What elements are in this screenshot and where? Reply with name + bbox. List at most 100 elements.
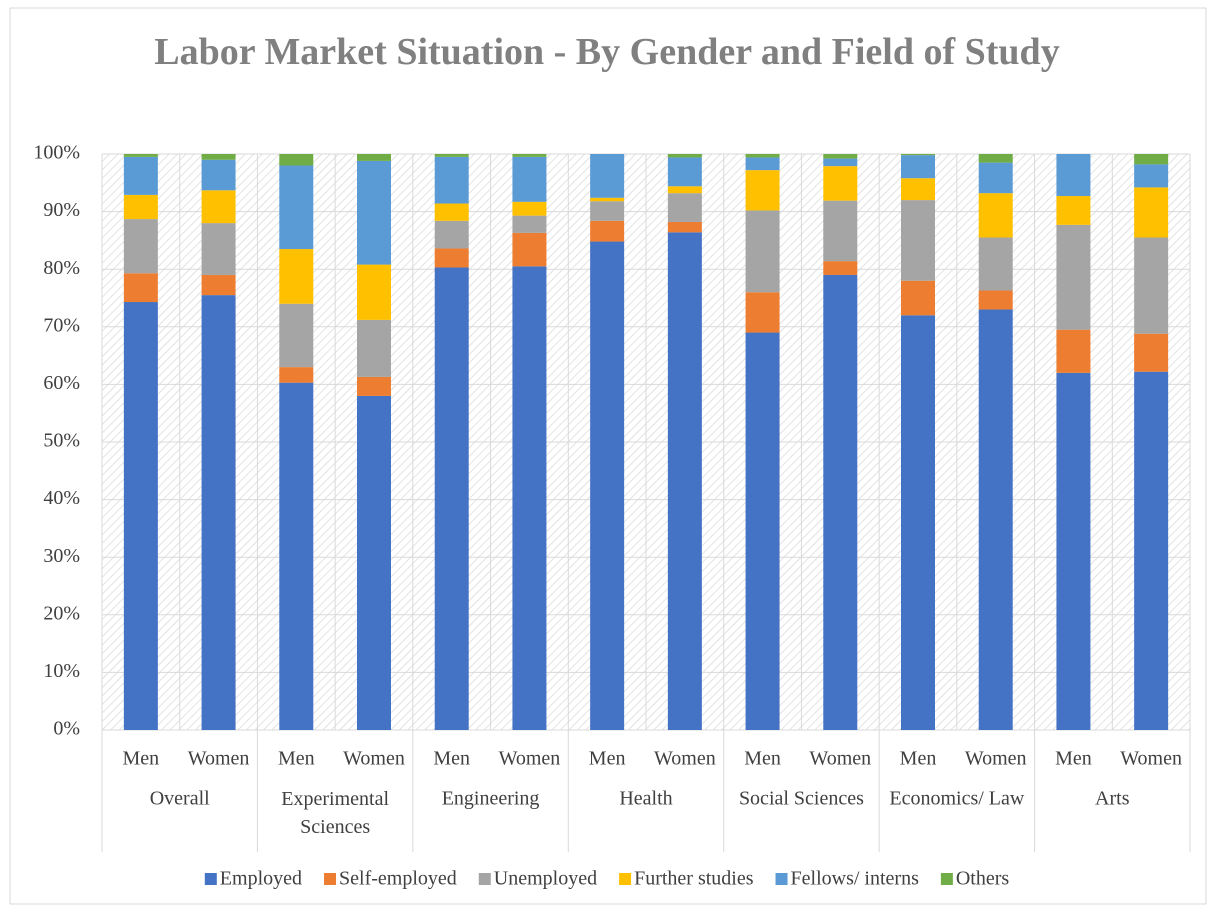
bar-segment xyxy=(1056,329,1091,373)
bar-segment xyxy=(978,154,1013,163)
y-tick-label: 100% xyxy=(33,142,80,164)
legend-label: Self-employed xyxy=(339,868,457,890)
bar-segment xyxy=(279,249,314,304)
bar-segment xyxy=(745,332,780,730)
x-tick-label: Men xyxy=(433,748,470,770)
bar-segment xyxy=(434,203,469,221)
bar-segment xyxy=(123,273,158,303)
bar-segment xyxy=(279,367,314,383)
bar-segment xyxy=(357,160,391,265)
bar-segment xyxy=(512,156,547,202)
bar-segment xyxy=(901,315,935,730)
bar-segment xyxy=(823,261,858,275)
bar-segment xyxy=(590,220,625,242)
bar-segment xyxy=(434,248,469,268)
legend-label: Further studies xyxy=(634,868,754,890)
bar-segment xyxy=(512,266,547,730)
x-tick-label: Women xyxy=(188,748,250,770)
bar-segment xyxy=(590,241,625,730)
bar-segment xyxy=(1134,333,1169,372)
bar-segment xyxy=(279,154,314,166)
bar-segment xyxy=(434,267,469,730)
x-tick-label: Women xyxy=(499,748,561,770)
group-label: Overall xyxy=(150,788,210,810)
legend-swatch xyxy=(619,873,632,885)
legend-label: Fellows/ interns xyxy=(791,868,920,890)
bar-segment xyxy=(201,159,236,191)
bar-segment xyxy=(823,274,858,730)
bar-segment xyxy=(434,220,469,249)
y-tick-label: 90% xyxy=(43,199,80,221)
bar-segment xyxy=(978,290,1013,310)
x-tick-label: Women xyxy=(965,748,1027,770)
bar-segment xyxy=(901,178,935,201)
bar-segment xyxy=(823,158,858,167)
bar-segment xyxy=(357,264,391,320)
bar-segment xyxy=(512,201,547,216)
x-tick-label: Men xyxy=(278,748,315,770)
x-tick-label: Men xyxy=(1055,748,1092,770)
bar-segment xyxy=(512,232,547,267)
group-label: Experimental Sciences xyxy=(281,788,389,838)
x-tick-label: Women xyxy=(343,748,405,770)
bar-segment xyxy=(901,280,935,316)
bar-segment xyxy=(201,295,236,730)
bar-segment xyxy=(823,200,858,262)
bar-segment xyxy=(978,309,1013,730)
bar-segment xyxy=(590,197,625,202)
group-label: Arts xyxy=(1095,788,1130,810)
bar-segment xyxy=(667,157,702,187)
bar-segment xyxy=(667,186,702,194)
y-tick-label: 20% xyxy=(43,602,80,624)
bar-segment xyxy=(1134,164,1169,188)
bar-segment xyxy=(978,162,1013,194)
bar-segment xyxy=(1056,372,1091,730)
bar-segment xyxy=(279,303,314,368)
y-tick-label: 0% xyxy=(53,718,80,740)
bar-segment xyxy=(745,170,780,211)
legend: Employed Self-employed Unemployed Further s… xyxy=(204,868,1009,890)
bar-segment xyxy=(434,156,469,204)
group-label: Health xyxy=(619,788,672,810)
bar-segment xyxy=(512,154,547,157)
legend-label: Unemployed xyxy=(494,868,597,890)
legend-swatch xyxy=(324,873,337,885)
y-tick-label: 70% xyxy=(43,314,80,336)
bar-segment xyxy=(1134,237,1169,334)
x-tick-label: Men xyxy=(589,748,626,770)
x-tick-label: Women xyxy=(1120,748,1182,770)
bar-segment xyxy=(667,154,702,158)
x-tick-label: Women xyxy=(654,748,716,770)
bar-segment xyxy=(357,395,391,730)
bar-segment xyxy=(745,292,780,333)
bar-segment xyxy=(357,154,391,161)
bar-segment xyxy=(123,194,158,220)
bar-segment xyxy=(279,165,314,250)
bar-segment xyxy=(201,190,236,224)
bar-segment xyxy=(357,319,391,377)
bar-segment xyxy=(201,154,236,160)
legend-swatch xyxy=(775,873,788,885)
bar-segment xyxy=(745,210,780,293)
bar-segment xyxy=(201,223,236,275)
bar-segment xyxy=(901,154,935,156)
bar-segment xyxy=(1056,224,1091,330)
bar-segment xyxy=(279,382,314,730)
bar-segment xyxy=(512,215,547,233)
bar-segment xyxy=(745,157,780,171)
bar-segment xyxy=(978,237,1013,291)
bar-segment xyxy=(123,154,158,157)
bar-segment xyxy=(590,154,625,198)
y-tick-label: 10% xyxy=(43,660,80,682)
bar-segment xyxy=(201,274,236,296)
bar-segment xyxy=(1056,196,1091,225)
x-tick-label: Men xyxy=(123,748,160,770)
bar-segment xyxy=(123,302,158,730)
y-tick-label: 50% xyxy=(43,430,80,452)
chart-title: Labor Market Situation - By Gender and F… xyxy=(154,31,1060,73)
group-label: Economics/ Law xyxy=(889,788,1025,810)
bar-segment xyxy=(123,156,158,195)
bar-segment xyxy=(1056,154,1091,197)
bar-segment xyxy=(745,154,780,158)
